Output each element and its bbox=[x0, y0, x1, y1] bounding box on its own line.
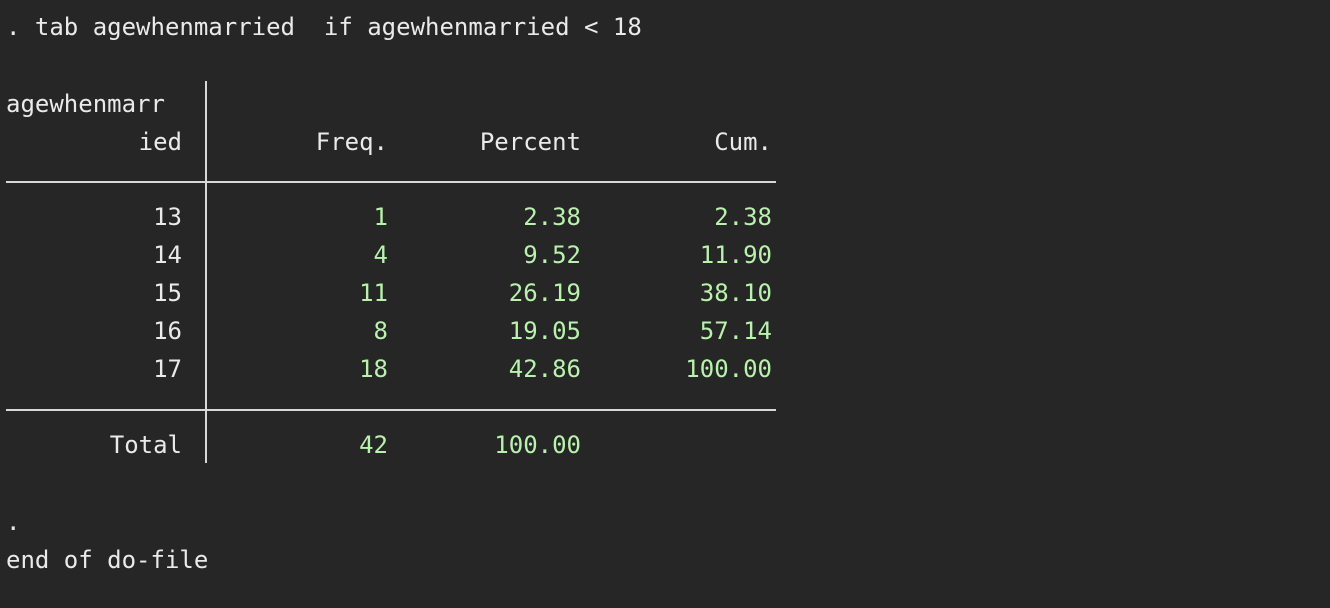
row-label: 15 bbox=[153, 279, 182, 307]
column-header-percent: Percent bbox=[479, 128, 581, 156]
total-separator-rule bbox=[6, 409, 776, 411]
row-cum: 11.90 bbox=[699, 241, 772, 269]
row-freq: 4 bbox=[373, 241, 388, 269]
row-freq: 11 bbox=[359, 279, 388, 307]
total-percent: 100.00 bbox=[494, 431, 581, 459]
table-vertical-rule bbox=[205, 81, 207, 463]
row-percent: 26.19 bbox=[508, 279, 581, 307]
row-label: 16 bbox=[153, 317, 182, 345]
total-label: Total bbox=[109, 431, 182, 459]
row-cum: 2.38 bbox=[714, 203, 772, 231]
row-freq: 8 bbox=[373, 317, 388, 345]
end-of-dofile-message: end of do-file bbox=[6, 546, 209, 574]
row-percent: 9.52 bbox=[523, 241, 581, 269]
command-line: . tab agewhenmarried if agewhenmarried <… bbox=[6, 13, 642, 41]
row-cum: 38.10 bbox=[699, 279, 772, 307]
row-label: 17 bbox=[153, 355, 182, 383]
row-freq: 1 bbox=[373, 203, 388, 231]
variable-header-line2: ied bbox=[138, 128, 182, 156]
column-header-cum: Cum. bbox=[714, 128, 772, 156]
total-freq: 42 bbox=[359, 431, 388, 459]
column-header-freq: Freq. bbox=[315, 128, 388, 156]
header-separator-rule bbox=[6, 181, 776, 183]
row-percent: 2.38 bbox=[523, 203, 581, 231]
row-label: 14 bbox=[153, 241, 182, 269]
row-label: 13 bbox=[153, 203, 182, 231]
row-percent: 42.86 bbox=[508, 355, 581, 383]
row-cum: 100.00 bbox=[685, 355, 772, 383]
row-percent: 19.05 bbox=[508, 317, 581, 345]
row-freq: 18 bbox=[359, 355, 388, 383]
variable-header-line1: agewhenmarr bbox=[6, 90, 165, 118]
row-cum: 57.14 bbox=[699, 317, 772, 345]
prompt-dot: . bbox=[6, 508, 21, 536]
